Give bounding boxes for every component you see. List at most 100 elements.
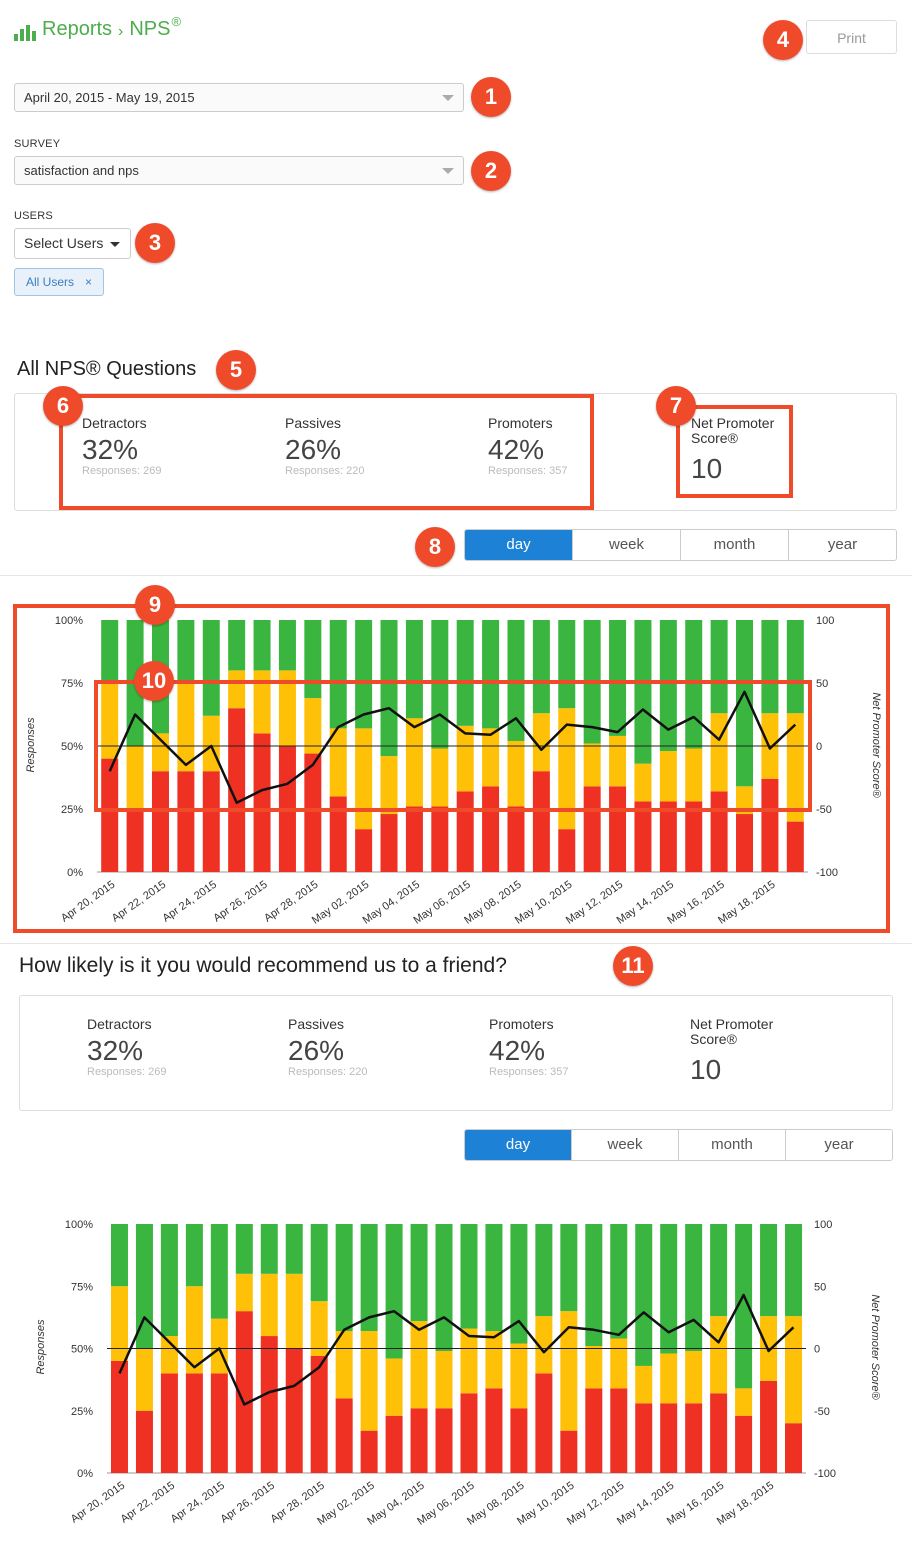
passives-bar (329, 728, 347, 797)
passives-bar (185, 1286, 203, 1374)
passives-bar (431, 748, 449, 807)
passives-bar (380, 756, 398, 815)
annotation-badge-4: 4 (763, 20, 803, 60)
promoters-bar (135, 1224, 153, 1349)
passives-bar (260, 1273, 278, 1337)
detractors-bar (760, 1380, 778, 1473)
detractors-bar (228, 708, 246, 872)
detractors-bar (235, 1311, 253, 1473)
promoters-bar (177, 620, 195, 683)
promoters-bar (785, 1224, 803, 1317)
promoters-bar (202, 620, 220, 716)
passives-bar (101, 683, 119, 759)
detractors-bar (435, 1408, 453, 1473)
detractors-bar (135, 1410, 153, 1473)
tab-month[interactable]: month (678, 1130, 785, 1160)
y-tick-label: 100% (65, 1219, 93, 1231)
passives-bar (310, 1301, 328, 1356)
promoters-bar (735, 1224, 753, 1389)
survey-select[interactable]: satisfaction and nps (14, 156, 464, 185)
promoters-bar (278, 620, 296, 671)
passives-label: Passives (288, 1016, 345, 1032)
y2-tick-label: 50 (816, 678, 828, 690)
promoters-bar (535, 1224, 553, 1317)
passives-bar (532, 713, 550, 772)
nps-score-value: 10 (690, 1054, 722, 1085)
nps-summary-panel (14, 393, 897, 511)
promoters-bar (456, 620, 474, 726)
users-label: USERS (14, 210, 53, 222)
tab-month[interactable]: month (680, 530, 788, 560)
promoters-stat: Promoters 42% Responses: 357 (488, 416, 568, 478)
promoters-bar (660, 1224, 678, 1354)
remove-tag-icon[interactable]: × (84, 275, 92, 289)
passives-bar (177, 683, 195, 772)
promoters-bar (310, 1224, 328, 1302)
tab-week[interactable]: week (572, 530, 680, 560)
highlight-box-6 (59, 394, 594, 510)
detractors-bar (507, 806, 525, 872)
annotation-badge-3: 3 (135, 223, 175, 263)
passives-bar (253, 670, 271, 734)
promoters-bar (304, 620, 322, 699)
tab-year[interactable]: year (788, 530, 896, 560)
nps-label-line1: Net Promoter (691, 415, 775, 431)
select-users-button[interactable]: Select Users (14, 228, 131, 259)
detractors-bar (110, 1360, 128, 1473)
detractors-bar (177, 771, 195, 872)
y-tick-label: 100% (55, 615, 83, 627)
y-tick-label: 25% (71, 1406, 93, 1418)
y2-tick-label: 100 (816, 615, 834, 627)
passives-bar (634, 763, 652, 802)
passives-bar (228, 670, 246, 709)
passives-responses: Responses: 220 (288, 1066, 368, 1078)
passives-bar (335, 1331, 353, 1399)
promoters-bar (558, 620, 576, 709)
promoters-bar (360, 1224, 378, 1332)
y-tick-label: 75% (61, 678, 83, 690)
passives-stat: Passives 26% Responses: 220 (288, 1016, 368, 1079)
detractors-bar (535, 1373, 553, 1473)
page-title: NPS (129, 18, 171, 40)
y-tick-label: 50% (61, 741, 83, 753)
passives-responses: Responses: 220 (285, 465, 365, 477)
nps-score-value: 10 (691, 453, 723, 484)
y-tick-label: 50% (71, 1344, 93, 1356)
passives-bar (560, 1311, 578, 1431)
y-tick-label: 0% (77, 1468, 93, 1480)
date-range-value: April 20, 2015 - May 19, 2015 (24, 90, 195, 105)
breadcrumb-separator: › (118, 23, 124, 40)
print-button[interactable]: Print (806, 20, 897, 54)
passives-bar (786, 713, 804, 822)
period-tabs: day week month year (464, 1129, 893, 1161)
y2-tick-label: 0 (816, 741, 822, 753)
tab-week[interactable]: week (571, 1130, 678, 1160)
detractors-bar (660, 1403, 678, 1473)
survey-value: satisfaction and nps (24, 163, 139, 178)
y2-tick-label: 50 (814, 1281, 826, 1293)
promoters-bar (335, 1224, 353, 1332)
nps-summary-panel-question (19, 995, 893, 1111)
detractors-bar (735, 1415, 753, 1473)
tab-year[interactable]: year (785, 1130, 892, 1160)
tab-day[interactable]: day (465, 530, 572, 560)
caret-down-icon (442, 95, 454, 101)
y2-axis-title: Net Promoter Score® (870, 692, 882, 798)
detractors-label: Detractors (82, 415, 147, 431)
promoters-bar (160, 1224, 178, 1337)
detractors-bar (360, 1430, 378, 1473)
detractors-bar (380, 814, 398, 872)
annotation-badge-8: 8 (415, 527, 455, 567)
passives-bar (456, 725, 474, 792)
passives-bar (735, 1388, 753, 1416)
breadcrumb-reports[interactable]: Reports (42, 18, 113, 40)
detractors-bar (160, 1373, 178, 1473)
detractors-bar (310, 1355, 328, 1473)
date-range-select[interactable]: April 20, 2015 - May 19, 2015 (14, 83, 464, 112)
highlight-box-7 (676, 405, 793, 498)
promoters-percent: 42% (489, 1035, 546, 1066)
y-axis-title: Responses (25, 717, 37, 773)
detractors-stat: Detractors 32% Responses: 269 (87, 1017, 167, 1079)
tab-day[interactable]: day (465, 1130, 571, 1160)
passives-bar (710, 1316, 728, 1394)
